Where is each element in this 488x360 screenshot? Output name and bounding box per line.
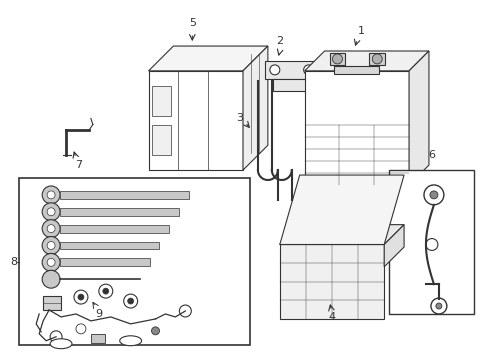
Circle shape [102,288,108,294]
Circle shape [99,284,113,298]
Circle shape [42,220,60,238]
Circle shape [42,203,60,221]
Ellipse shape [50,339,72,349]
Bar [60,208,179,216]
Circle shape [423,185,443,205]
Circle shape [127,298,133,304]
Circle shape [42,270,60,288]
Bar [329,53,345,65]
Circle shape [42,253,60,271]
Circle shape [332,54,342,64]
Bar [388,170,473,314]
Text: 5: 5 [188,18,195,28]
Circle shape [435,303,441,309]
Bar [368,53,385,65]
Polygon shape [304,51,428,71]
Circle shape [371,54,382,64]
Bar [19,178,249,345]
Polygon shape [148,46,267,71]
Circle shape [429,191,437,199]
Text: 3: 3 [236,113,243,123]
Bar [272,79,310,91]
Text: 9: 9 [95,309,102,319]
Bar [60,225,169,233]
Bar [148,71,243,170]
Text: 2: 2 [276,36,283,46]
Polygon shape [408,51,428,185]
Circle shape [47,258,55,266]
Text: 4: 4 [328,312,335,322]
Circle shape [42,186,60,204]
Text: 6: 6 [427,150,434,160]
Bar [151,125,171,155]
Bar [60,242,159,249]
Circle shape [303,65,313,75]
Bar [151,86,171,116]
Circle shape [179,305,191,317]
Circle shape [151,327,159,335]
Bar [60,258,149,266]
Circle shape [50,331,62,343]
Bar [264,61,319,79]
Ellipse shape [120,336,142,346]
Circle shape [123,294,137,308]
Polygon shape [279,225,403,244]
Circle shape [47,191,55,199]
Polygon shape [243,46,267,170]
Circle shape [425,239,437,251]
Circle shape [430,298,446,314]
Circle shape [78,294,84,300]
Polygon shape [384,225,403,267]
Circle shape [47,225,55,233]
Bar [60,191,189,199]
Polygon shape [279,175,403,244]
Bar [91,334,104,343]
Text: 1: 1 [357,26,364,36]
Circle shape [47,242,55,249]
Circle shape [74,290,88,304]
Circle shape [76,324,86,334]
Circle shape [42,237,60,255]
Bar [43,296,61,310]
Text: 7: 7 [75,160,82,170]
Bar [334,66,379,74]
Circle shape [47,208,55,216]
Bar [304,71,408,185]
Bar [279,244,384,319]
Circle shape [269,65,279,75]
Text: 8: 8 [10,257,17,267]
